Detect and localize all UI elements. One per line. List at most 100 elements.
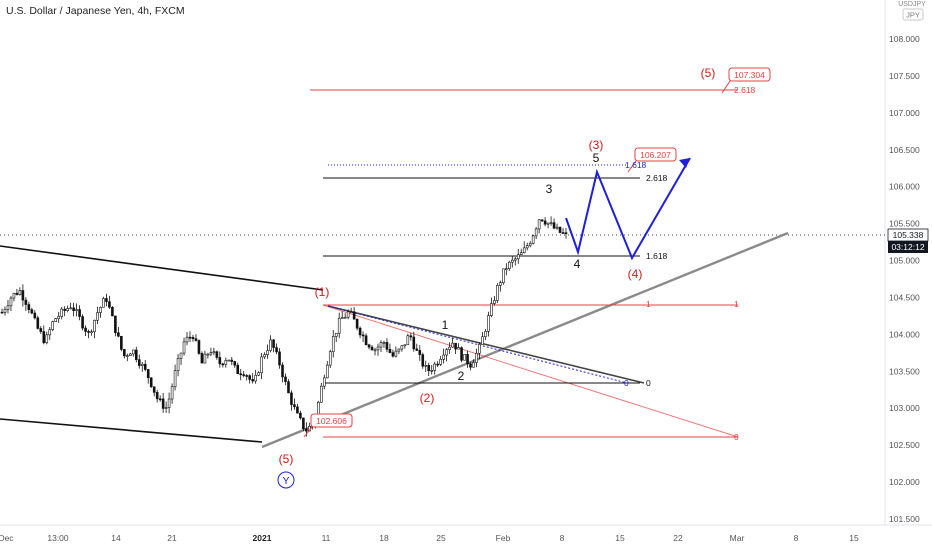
wave-label-red-2: (2) xyxy=(420,391,435,405)
wave-label-red-5-bottom: (5) xyxy=(279,452,294,466)
candle xyxy=(218,351,222,368)
candle xyxy=(146,368,150,384)
candle xyxy=(418,345,422,361)
candle xyxy=(203,350,207,364)
candle xyxy=(287,379,290,394)
candle xyxy=(433,361,436,375)
candle xyxy=(87,329,90,339)
candle xyxy=(72,302,75,317)
candlestick-series[interactable] xyxy=(0,216,568,437)
candle xyxy=(123,348,126,359)
candle xyxy=(400,345,404,352)
fib-red-1-label: 1 xyxy=(646,299,651,309)
candle xyxy=(516,249,520,264)
candle xyxy=(6,299,10,314)
currency-badge[interactable]: USDJPY JPY xyxy=(898,1,926,21)
chart-title: U.S. Dollar / Japanese Yen, 4h, FXCM xyxy=(6,5,185,17)
candle xyxy=(340,311,344,319)
fib-red-diagonal[interactable] xyxy=(322,304,739,438)
grey-trendline[interactable] xyxy=(261,231,789,449)
price-label-mid[interactable]: 106.207 xyxy=(627,147,677,173)
candle xyxy=(379,340,383,352)
candle xyxy=(221,362,225,368)
fib-blue-0-label: 0 xyxy=(624,378,629,388)
candle xyxy=(63,306,66,317)
time-tick-label: 11 xyxy=(322,533,331,543)
time-tick-label: 25 xyxy=(436,533,446,543)
candle xyxy=(78,305,81,321)
candle xyxy=(552,218,556,230)
candle xyxy=(388,343,392,354)
price-tick-label: 101.500 xyxy=(889,514,920,524)
fib-blue-1618-label: 1.618 xyxy=(625,160,647,170)
candle xyxy=(358,326,362,339)
candle xyxy=(490,297,493,318)
candle xyxy=(293,398,296,410)
price-tick-label: 104.000 xyxy=(889,329,920,339)
candle xyxy=(275,343,278,355)
wave-label-black-5: 5 xyxy=(593,151,600,165)
candle xyxy=(179,352,183,365)
candle xyxy=(227,359,231,362)
current-price-text: 105.338 xyxy=(893,230,924,240)
price-tick-label: 102.000 xyxy=(889,477,920,487)
candle xyxy=(525,242,529,251)
candle xyxy=(406,333,410,346)
price-label-top[interactable]: 107.304 xyxy=(721,67,771,94)
candle xyxy=(260,352,263,380)
price-label-low[interactable]: 102.606 xyxy=(303,413,353,438)
candle xyxy=(349,307,353,314)
projection-path[interactable] xyxy=(565,157,691,261)
wave-label-black-1: 1 xyxy=(442,318,449,332)
candle xyxy=(120,335,123,352)
candle xyxy=(24,297,28,311)
candle xyxy=(152,386,156,397)
candle xyxy=(484,329,487,341)
wave-label-red-5-top: (5) xyxy=(701,66,716,80)
candle xyxy=(331,330,335,358)
candle xyxy=(424,360,428,372)
candle xyxy=(445,347,448,362)
candle xyxy=(397,348,401,355)
triangle-upper-line[interactable] xyxy=(327,305,645,384)
time-tick-label: 22 xyxy=(673,533,683,543)
candle xyxy=(394,346,398,358)
projection-arrowhead xyxy=(679,158,690,168)
candle xyxy=(132,349,135,357)
candle xyxy=(391,349,395,358)
channel-upper-line[interactable] xyxy=(0,245,324,291)
candle xyxy=(69,302,72,310)
candle xyxy=(352,307,356,320)
channel-lower-line[interactable] xyxy=(0,418,263,443)
candle xyxy=(448,342,451,354)
candle xyxy=(209,347,213,357)
candle xyxy=(475,348,478,368)
price-tick-label: 106.000 xyxy=(889,182,920,192)
candle xyxy=(167,392,171,414)
candle xyxy=(126,353,129,362)
candle xyxy=(543,217,547,227)
candle xyxy=(376,343,380,356)
time-tick-label: 21 xyxy=(167,533,177,543)
candle xyxy=(439,355,442,367)
candle xyxy=(191,334,195,342)
candle xyxy=(81,314,84,331)
candle xyxy=(502,268,505,285)
candle xyxy=(549,216,553,226)
time-axis[interactable]: Dec 13:00 14 21 2021 11 18 25 Feb 8 15 22 Mar 8 15 xyxy=(0,533,859,543)
candle xyxy=(230,357,234,366)
candle xyxy=(427,362,431,376)
wave-label-circle-y-text: Y xyxy=(282,475,289,487)
candle xyxy=(36,315,40,330)
price-tick-label: 105.000 xyxy=(889,256,920,266)
candle xyxy=(385,338,389,353)
triangle-blue-dotted-line[interactable] xyxy=(327,305,628,384)
candle xyxy=(296,403,299,414)
current-price-tag[interactable]: 105.338 03:12:12 xyxy=(887,228,929,253)
price-label-mid-pointer xyxy=(627,160,637,173)
candle xyxy=(18,287,22,296)
candle xyxy=(0,308,4,314)
candle xyxy=(487,311,490,337)
price-axis[interactable]: 108.000 107.500 107.000 106.500 106.000 105.5… xyxy=(889,34,920,524)
